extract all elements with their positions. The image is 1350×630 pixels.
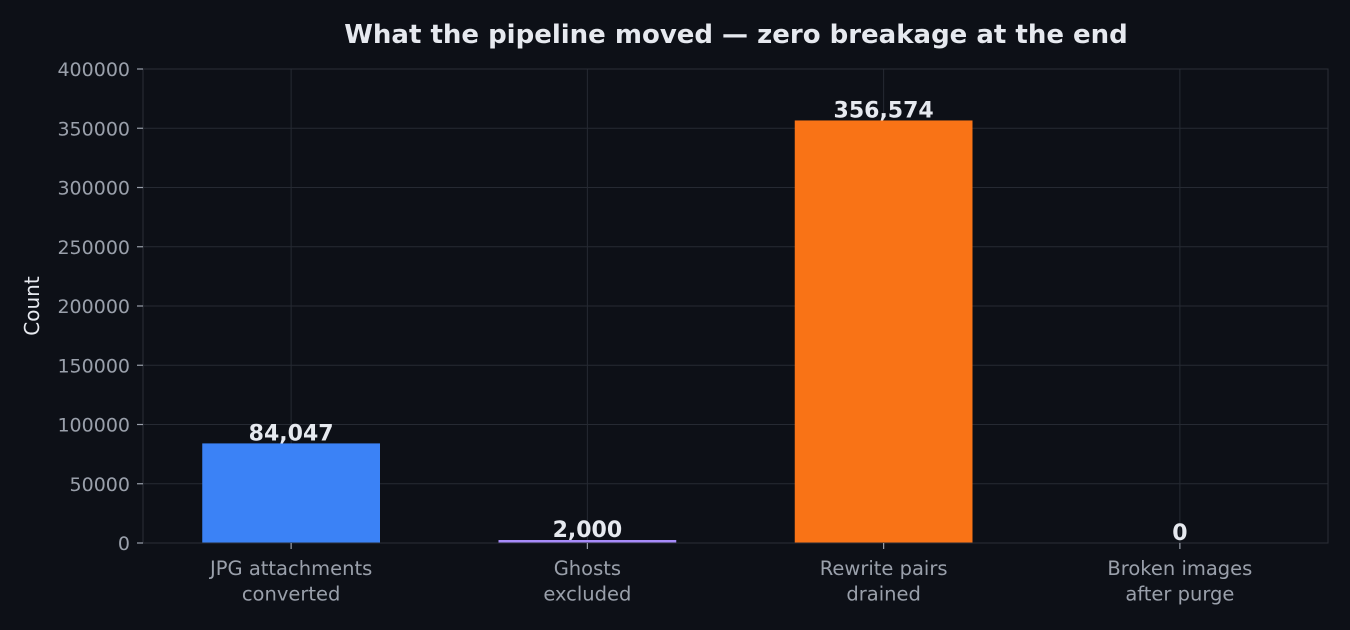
- bars: [202, 120, 973, 543]
- x-tick-label: excluded: [543, 583, 631, 606]
- x-tick-label: Rewrite pairs: [820, 557, 948, 580]
- x-tick-label: drained: [846, 583, 921, 606]
- y-tick-label: 150000: [57, 355, 130, 377]
- y-axis-ticks: 0 50000 100000 150000 200000 250000 300000 3500…: [57, 59, 143, 555]
- x-axis-ticks: JPG attachments converted Ghosts excluded Re…: [208, 543, 1252, 606]
- y-tick-label: 350000: [57, 118, 130, 140]
- x-tick-label: Ghosts: [554, 557, 621, 580]
- bar: [202, 443, 380, 543]
- y-tick-label: 250000: [57, 237, 130, 259]
- chart-title: What the pipeline moved — zero breakage …: [344, 20, 1128, 50]
- y-tick-label: 0: [118, 533, 130, 555]
- data-label: 356,574: [834, 98, 934, 123]
- bar: [498, 540, 677, 543]
- y-tick-label: 400000: [57, 59, 130, 81]
- x-tick-label: converted: [242, 583, 341, 606]
- y-tick-label: 100000: [57, 415, 130, 437]
- value-labels: 84,047 2,000 356,574 0: [249, 98, 1188, 546]
- bar: [794, 120, 973, 543]
- data-label: 0: [1172, 521, 1187, 546]
- y-tick-label: 50000: [70, 474, 130, 496]
- x-tick-label: JPG attachments: [208, 557, 372, 580]
- y-axis-label: Count: [20, 276, 44, 336]
- x-tick-label: after purge: [1125, 583, 1234, 606]
- data-label: 2,000: [553, 518, 623, 543]
- x-tick-label: Broken images: [1107, 557, 1252, 580]
- data-label: 84,047: [249, 421, 334, 446]
- y-tick-label: 300000: [57, 178, 130, 200]
- y-tick-label: 200000: [57, 296, 130, 318]
